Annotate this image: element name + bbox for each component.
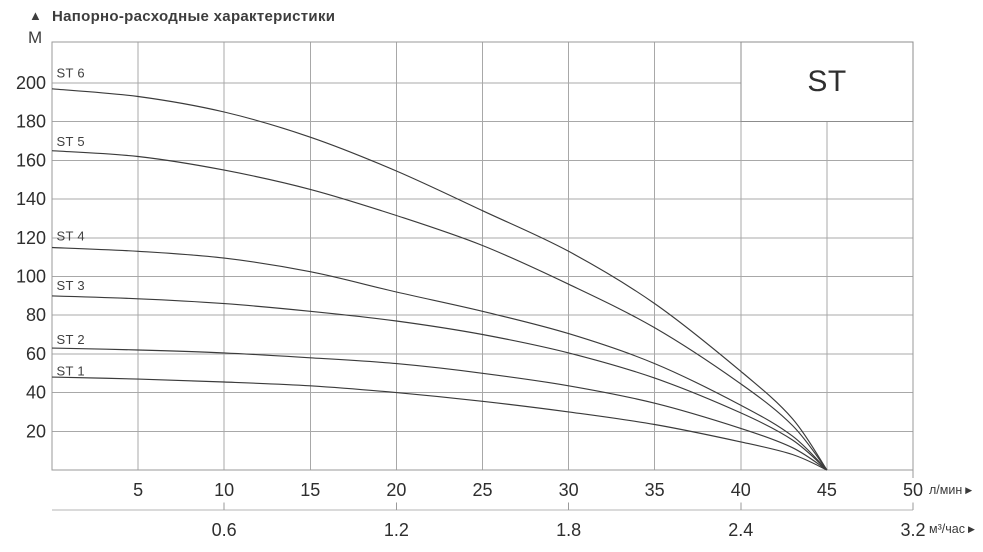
pump-curve-st4 [51, 246, 828, 471]
x-tick-label-35: 35 [645, 480, 665, 500]
x-tick-label-10: 10 [214, 480, 234, 500]
x2-tick-label-2.4: 2.4 [728, 520, 753, 540]
curve-label-st4: ST 4 [57, 229, 85, 244]
pump-curve-st5 [51, 150, 828, 471]
x-tick-label-25: 25 [472, 480, 492, 500]
x-axis-secondary-right-arrow-icon: ▶ [967, 524, 975, 534]
y-tick-label-160: 160 [16, 150, 46, 170]
curve-label-st5: ST 5 [57, 134, 85, 149]
x-tick-label-5: 5 [133, 480, 143, 500]
x-tick-label-45: 45 [817, 480, 837, 500]
curve-label-st6: ST 6 [57, 66, 85, 81]
y-tick-label-140: 140 [16, 189, 46, 209]
plot-frame [51, 41, 914, 471]
x-tick-label-15: 15 [300, 480, 320, 500]
curve-label-st1: ST 1 [57, 364, 85, 379]
x-axis-unit-label: л/мин ▶ [929, 483, 972, 497]
x-tick-label-20: 20 [386, 480, 406, 500]
y-tick-label-200: 200 [16, 73, 46, 93]
y-axis-up-arrow-icon: ▲ [29, 8, 42, 23]
x-tick-label-30: 30 [559, 480, 579, 500]
x-axis-secondary-unit-text: м³/час [929, 522, 965, 536]
y-tick-label-60: 60 [26, 344, 46, 364]
x2-tick-label-1.8: 1.8 [556, 520, 581, 540]
pump-curve-st2 [51, 347, 828, 471]
x2-tick-label-1.2: 1.2 [384, 520, 409, 540]
pump-curve-st3 [51, 295, 828, 471]
x2-tick-label-0.6: 0.6 [212, 520, 237, 540]
series-family-badge: ST [807, 65, 847, 98]
y-tick-label-80: 80 [26, 305, 46, 325]
y-tick-label-20: 20 [26, 421, 46, 441]
y-axis-unit-label: М [28, 28, 43, 47]
series-family-box [740, 41, 914, 123]
x2-tick-label-3.2: 3.2 [900, 520, 925, 540]
x-axis-secondary-unit-label: м³/час ▶ [929, 522, 975, 536]
y-tick-label-40: 40 [26, 383, 46, 403]
x-tick-label-50: 50 [903, 480, 923, 500]
curve-label-st3: ST 3 [57, 278, 85, 293]
curve-label-st2: ST 2 [57, 332, 85, 347]
x-tick-label-40: 40 [731, 480, 751, 500]
pump-curve-st1 [51, 376, 828, 471]
y-tick-label-100: 100 [16, 267, 46, 287]
chart-title: Напорно-расходные характеристики [52, 8, 336, 25]
x-axis-unit-text: л/мин [929, 483, 963, 497]
y-tick-label-180: 180 [16, 112, 46, 132]
y-tick-label-120: 120 [16, 228, 46, 248]
pump-curve-st6 [51, 88, 828, 471]
x-axis-right-arrow-icon: ▶ [965, 485, 973, 495]
